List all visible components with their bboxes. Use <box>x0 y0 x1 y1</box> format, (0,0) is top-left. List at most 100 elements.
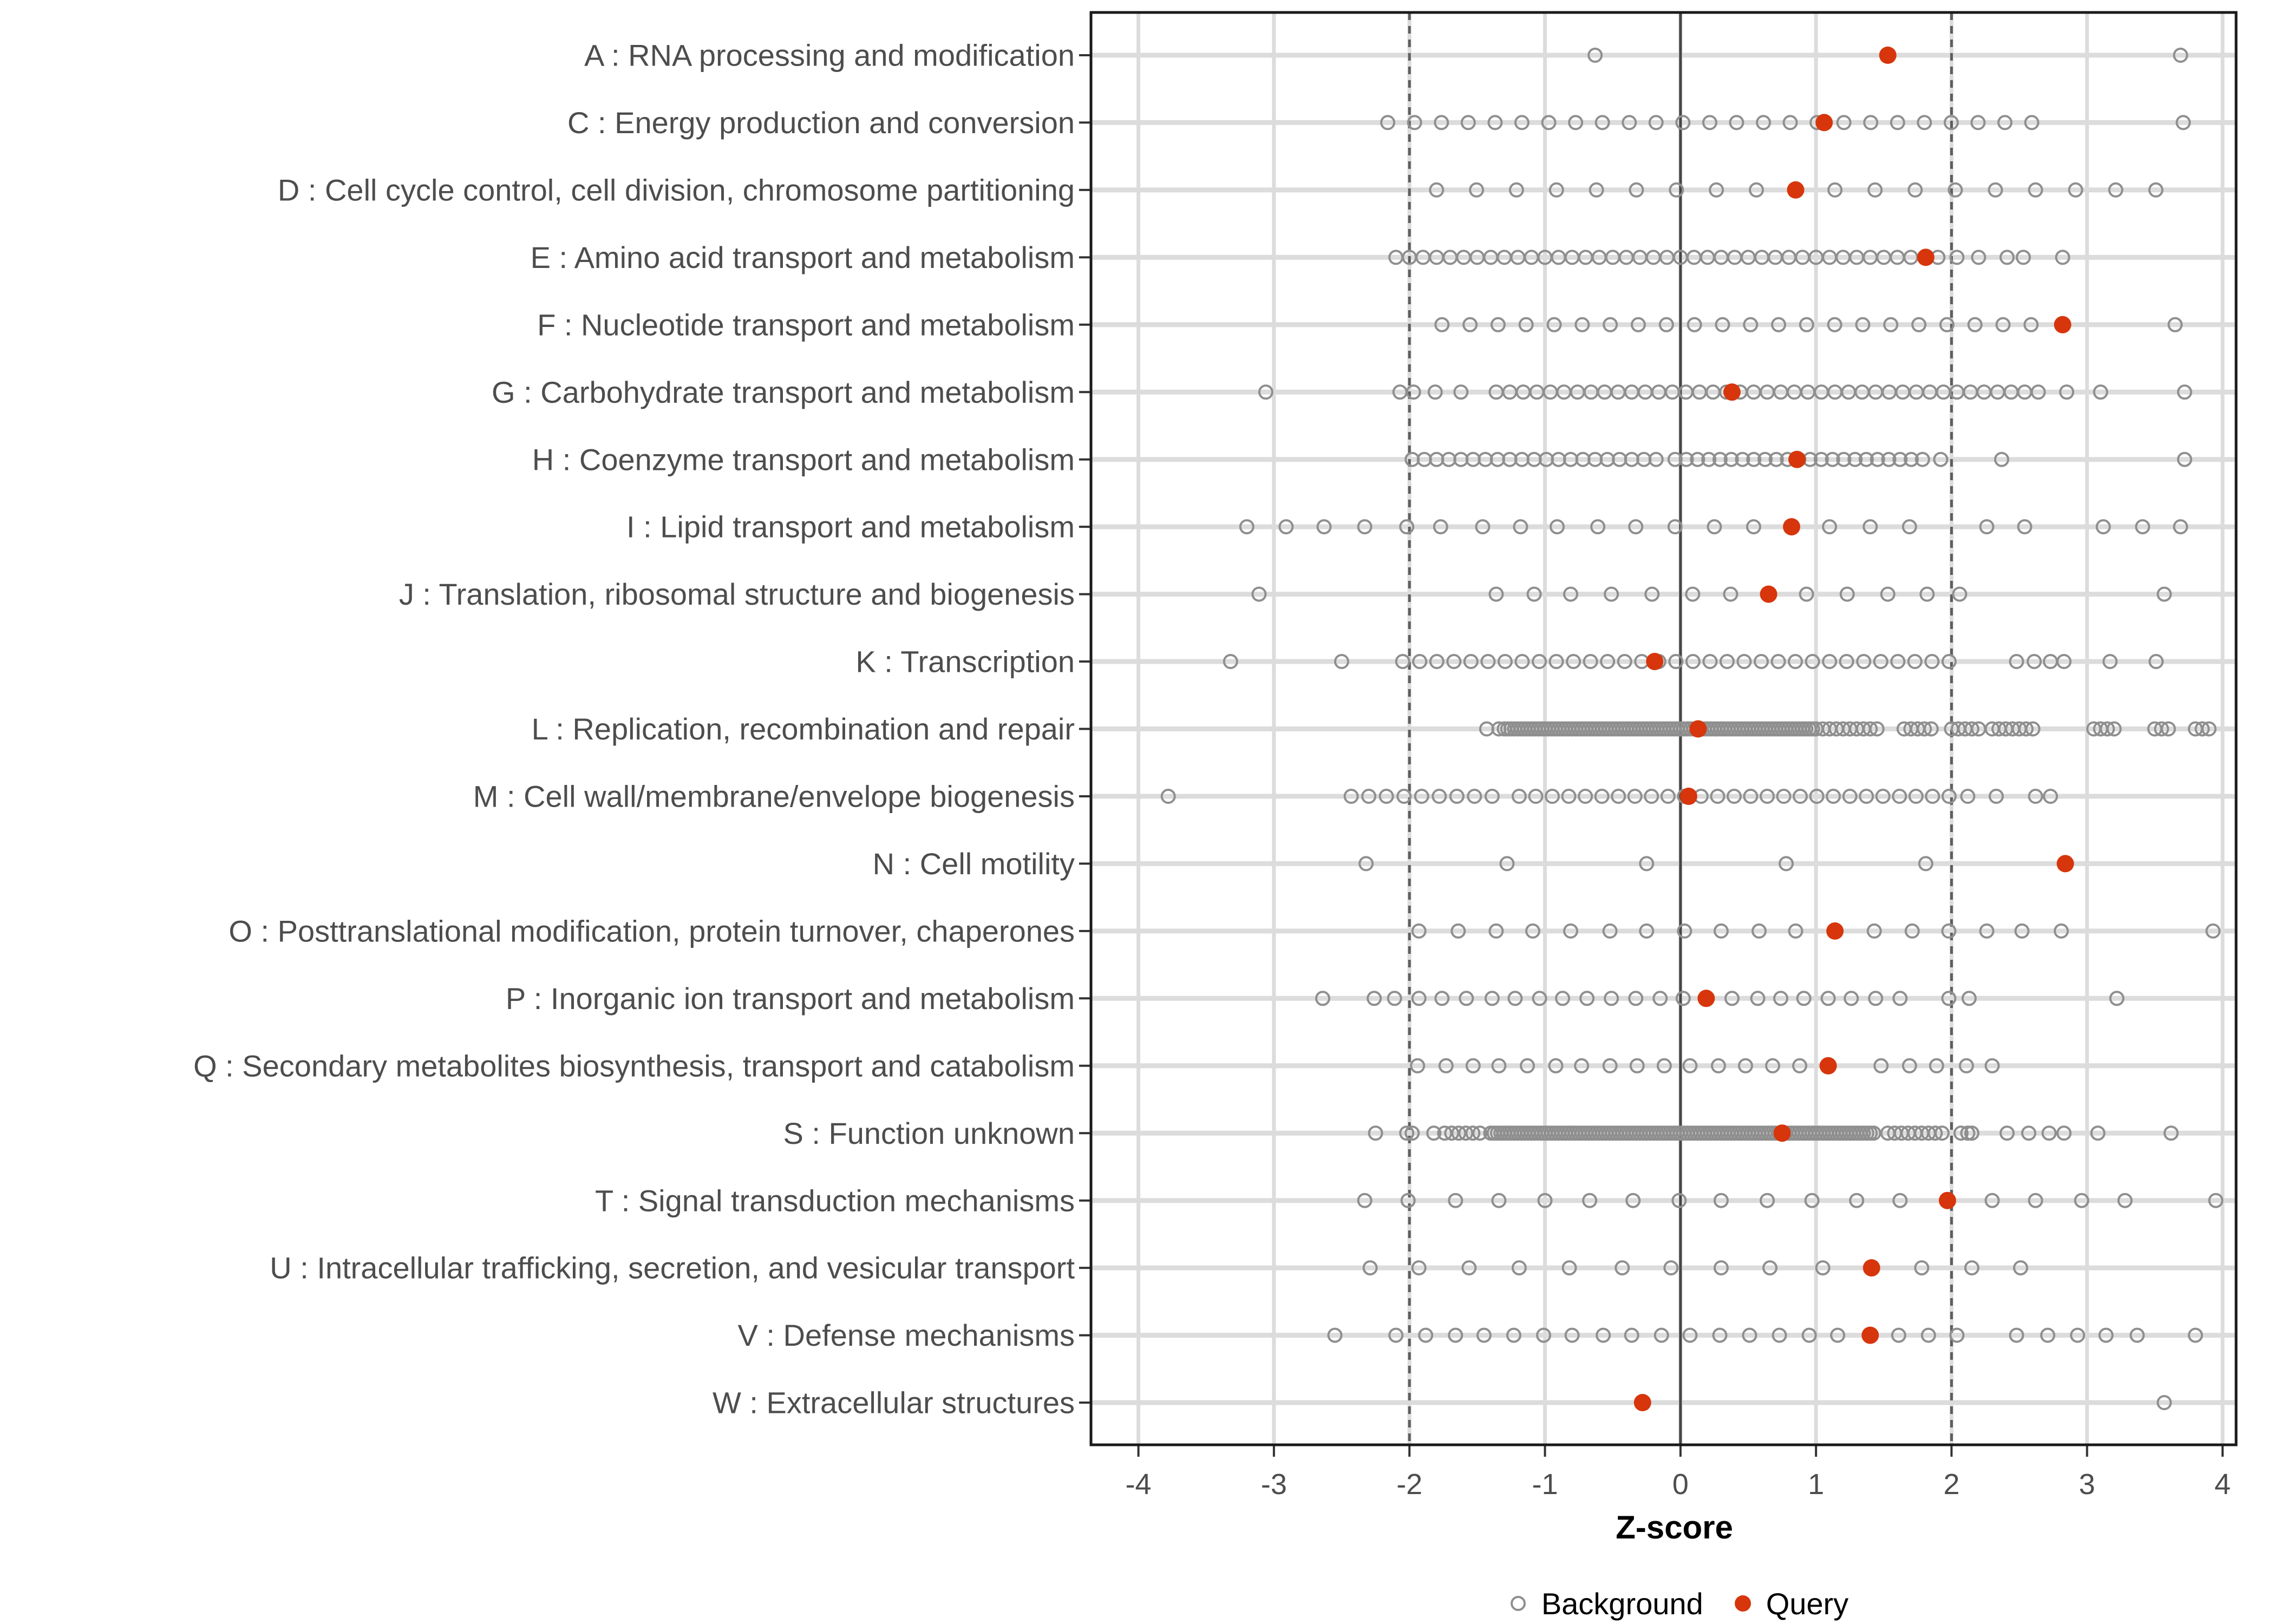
background-point <box>1629 1058 1645 1073</box>
background-point <box>2109 991 2125 1006</box>
background-point <box>1396 789 1412 804</box>
background-point <box>2009 654 2024 669</box>
background-point <box>2024 115 2040 130</box>
background-point <box>1160 789 1176 804</box>
background-point <box>1822 654 1838 669</box>
background-point <box>1685 654 1701 669</box>
background-point <box>1251 586 1267 602</box>
background-point <box>1658 317 1674 332</box>
background-point <box>1550 519 1565 535</box>
background-point <box>1883 317 1899 332</box>
background-point <box>1378 789 1394 804</box>
background-point <box>1827 182 1843 198</box>
background-point <box>1914 451 1930 467</box>
background-point <box>2009 1327 2024 1343</box>
background-point <box>1724 991 1740 1006</box>
background-point <box>1914 1260 1930 1276</box>
background-point <box>1984 1193 2000 1208</box>
background-point <box>2059 384 2075 400</box>
category-label: K : Transcription <box>855 645 1075 679</box>
background-point <box>1964 721 1979 737</box>
background-point <box>1656 1058 1672 1073</box>
background-point <box>1432 789 1447 804</box>
query-point <box>1861 1326 1879 1344</box>
background-point <box>2163 1125 2179 1141</box>
background-point <box>1765 1058 1780 1073</box>
background-point <box>1668 654 1684 669</box>
background-point <box>1465 1058 1481 1073</box>
category-label: J : Translation, ribosomal structure and… <box>399 577 1075 611</box>
background-point <box>1411 991 1427 1006</box>
background-point <box>1629 182 1644 198</box>
background-point <box>1438 1058 1454 1073</box>
background-point <box>1467 789 1482 804</box>
background-point <box>1652 991 1668 1006</box>
background-point <box>1548 182 1564 198</box>
background-point <box>1793 789 1808 804</box>
background-point <box>1892 451 1908 467</box>
background-point <box>1749 182 1764 198</box>
background-point <box>1429 182 1445 198</box>
background-point <box>1682 1327 1698 1343</box>
background-point <box>1870 451 1885 467</box>
background-point <box>1919 586 1935 602</box>
query-point <box>1826 922 1844 940</box>
background-point <box>1866 923 1882 939</box>
background-point <box>1343 789 1359 804</box>
background-point <box>2056 1125 2072 1141</box>
background-point <box>2018 721 2034 737</box>
background-point <box>1663 1260 1679 1276</box>
query-point <box>1760 585 1778 603</box>
background-point <box>2117 1193 2133 1208</box>
background-point <box>1979 923 1995 939</box>
background-point <box>1804 1193 1820 1208</box>
background-point <box>1943 115 1959 130</box>
background-point <box>1604 991 1619 1006</box>
background-point <box>1710 789 1726 804</box>
background-point <box>1411 923 1427 939</box>
background-point <box>1411 1260 1427 1276</box>
background-point <box>1625 1193 1641 1208</box>
category-label: E : Amino acid transport and metabolism <box>531 240 1075 274</box>
background-point <box>1488 923 1504 939</box>
background-point <box>2056 654 2072 669</box>
filled-circle-icon <box>1734 1595 1751 1612</box>
background-point <box>1590 519 1606 535</box>
legend-item-query: Query <box>1734 1586 1848 1621</box>
background-point <box>1675 115 1691 130</box>
background-point <box>1799 586 1814 602</box>
background-point <box>1278 519 1294 535</box>
background-point <box>1709 182 1724 198</box>
background-point <box>1506 1327 1521 1343</box>
background-point <box>1448 1327 1463 1343</box>
background-point <box>2148 654 2164 669</box>
background-point <box>1574 1058 1590 1073</box>
background-point <box>1334 654 1349 669</box>
background-point <box>2028 1193 2043 1208</box>
background-point <box>1361 789 1377 804</box>
background-point <box>1525 923 1540 939</box>
background-point <box>1434 317 1450 332</box>
background-point <box>1462 317 1478 332</box>
background-point <box>1611 789 1626 804</box>
background-point <box>1414 789 1429 804</box>
background-point <box>1648 115 1664 130</box>
query-point <box>1787 181 1805 199</box>
background-point <box>1904 451 1919 467</box>
background-point <box>1472 1125 1488 1141</box>
background-point <box>1476 1327 1492 1343</box>
background-point <box>1499 856 1515 872</box>
background-point <box>1514 115 1530 130</box>
background-point <box>1952 586 1968 602</box>
legend: Background Query <box>1106 1579 2251 1624</box>
background-point <box>2041 1125 2057 1141</box>
background-point <box>1995 317 2011 332</box>
background-point <box>2023 317 2039 332</box>
background-point <box>1450 923 1466 939</box>
background-point <box>1671 1193 1687 1208</box>
background-point <box>1648 451 1664 467</box>
background-point <box>1820 991 1836 1006</box>
query-point <box>1723 383 1741 401</box>
background-point <box>1595 115 1610 130</box>
background-point <box>1628 519 1644 535</box>
